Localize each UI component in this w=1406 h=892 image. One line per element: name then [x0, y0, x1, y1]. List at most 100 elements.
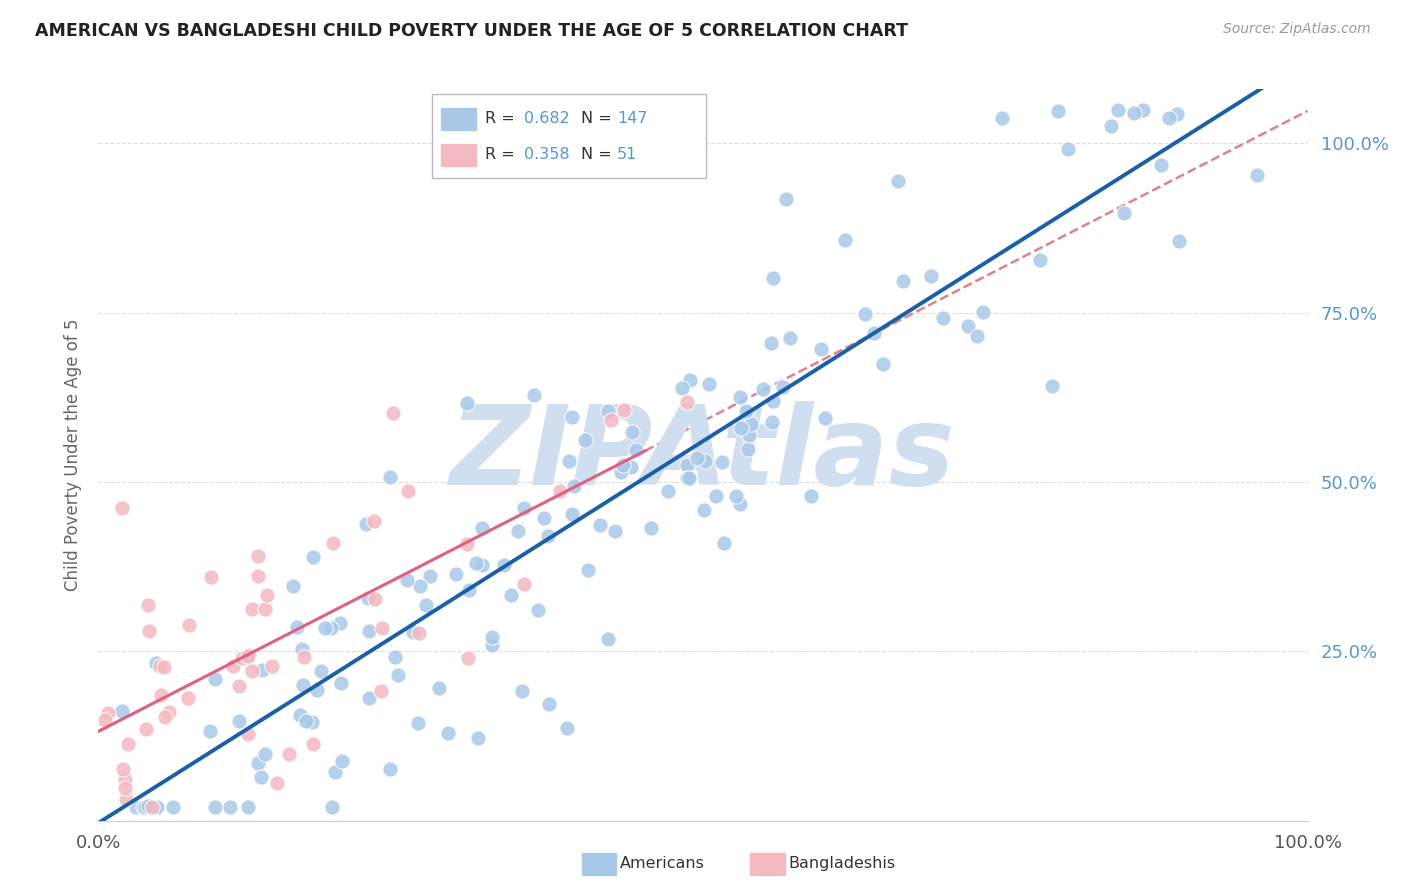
Point — [761, 336, 783, 351]
Point — [456, 396, 478, 410]
Point — [321, 800, 343, 814]
Point — [887, 174, 910, 188]
Point — [364, 591, 387, 606]
Point — [260, 658, 283, 673]
Text: AMERICAN VS BANGLADESHI CHILD POVERTY UNDER THE AGE OF 5 CORRELATION CHART: AMERICAN VS BANGLADESHI CHILD POVERTY UN… — [35, 22, 908, 40]
Point — [111, 501, 134, 516]
Point — [363, 514, 385, 528]
Point — [548, 484, 571, 499]
Text: 0.682: 0.682 — [524, 112, 571, 126]
Text: Bangladeshis: Bangladeshis — [789, 856, 896, 871]
Point — [204, 800, 226, 814]
Point — [558, 454, 581, 468]
Point — [319, 621, 342, 635]
Point — [396, 573, 419, 587]
Point — [533, 511, 555, 525]
Point — [561, 508, 583, 522]
Point — [834, 233, 856, 247]
Point — [624, 443, 647, 458]
Point — [596, 632, 619, 646]
Point — [136, 799, 159, 814]
Text: N =: N = — [581, 112, 617, 126]
Point — [1107, 103, 1129, 117]
Point — [1122, 105, 1144, 120]
Point — [853, 307, 876, 321]
Point — [679, 373, 702, 387]
Point — [242, 602, 264, 616]
Point — [1159, 112, 1181, 126]
Point — [402, 625, 425, 640]
Point — [730, 421, 752, 435]
Point — [686, 451, 709, 466]
Point — [330, 754, 353, 768]
Point — [537, 697, 560, 711]
Point — [396, 483, 419, 498]
Point — [204, 673, 226, 687]
Point — [725, 489, 748, 503]
Text: 51: 51 — [617, 147, 637, 161]
Point — [114, 780, 136, 795]
Point — [114, 772, 136, 786]
Point — [640, 521, 662, 535]
Point — [149, 688, 172, 702]
Point — [555, 721, 578, 735]
Point — [236, 648, 259, 663]
Point — [704, 489, 727, 503]
Point — [238, 648, 260, 663]
Point — [135, 723, 157, 737]
Point — [307, 682, 329, 697]
Point — [576, 563, 599, 577]
Point — [250, 663, 273, 677]
Text: 0.358: 0.358 — [524, 147, 569, 161]
Point — [613, 403, 636, 417]
Point — [222, 658, 245, 673]
Point — [152, 660, 174, 674]
Point — [1099, 119, 1122, 133]
Point — [371, 621, 394, 635]
Point — [738, 428, 761, 442]
Point — [671, 381, 693, 395]
Text: R =: R = — [485, 112, 520, 126]
Point — [610, 465, 633, 479]
Point — [457, 651, 479, 665]
Point — [309, 665, 332, 679]
Point — [605, 524, 627, 538]
Point — [246, 756, 269, 770]
Point — [772, 380, 794, 394]
Point — [506, 524, 529, 538]
Point — [117, 737, 139, 751]
Point — [863, 326, 886, 340]
Point — [710, 455, 733, 469]
Text: N =: N = — [581, 147, 617, 161]
Point — [250, 770, 273, 784]
Point — [153, 709, 176, 723]
Point — [354, 517, 377, 532]
Point — [657, 484, 679, 499]
Point — [177, 617, 200, 632]
Point — [814, 411, 837, 425]
Point — [141, 800, 163, 814]
Point — [292, 649, 315, 664]
Point — [735, 404, 758, 418]
Point — [246, 549, 269, 563]
Point — [322, 535, 344, 549]
Point — [1150, 158, 1173, 172]
Point — [370, 684, 392, 698]
Point — [380, 763, 402, 777]
Point — [737, 442, 759, 456]
Point — [872, 357, 894, 371]
Point — [1047, 104, 1070, 119]
Text: Source: ZipAtlas.com: Source: ZipAtlas.com — [1223, 22, 1371, 37]
Point — [513, 501, 536, 516]
Point — [1114, 205, 1136, 219]
Point — [620, 425, 643, 439]
Point — [675, 458, 697, 472]
Point — [966, 329, 988, 343]
Point — [218, 800, 240, 814]
Point — [409, 579, 432, 593]
Point — [381, 406, 404, 420]
Point — [200, 569, 222, 583]
Point — [288, 708, 311, 723]
Point — [149, 658, 172, 673]
Point — [384, 650, 406, 665]
